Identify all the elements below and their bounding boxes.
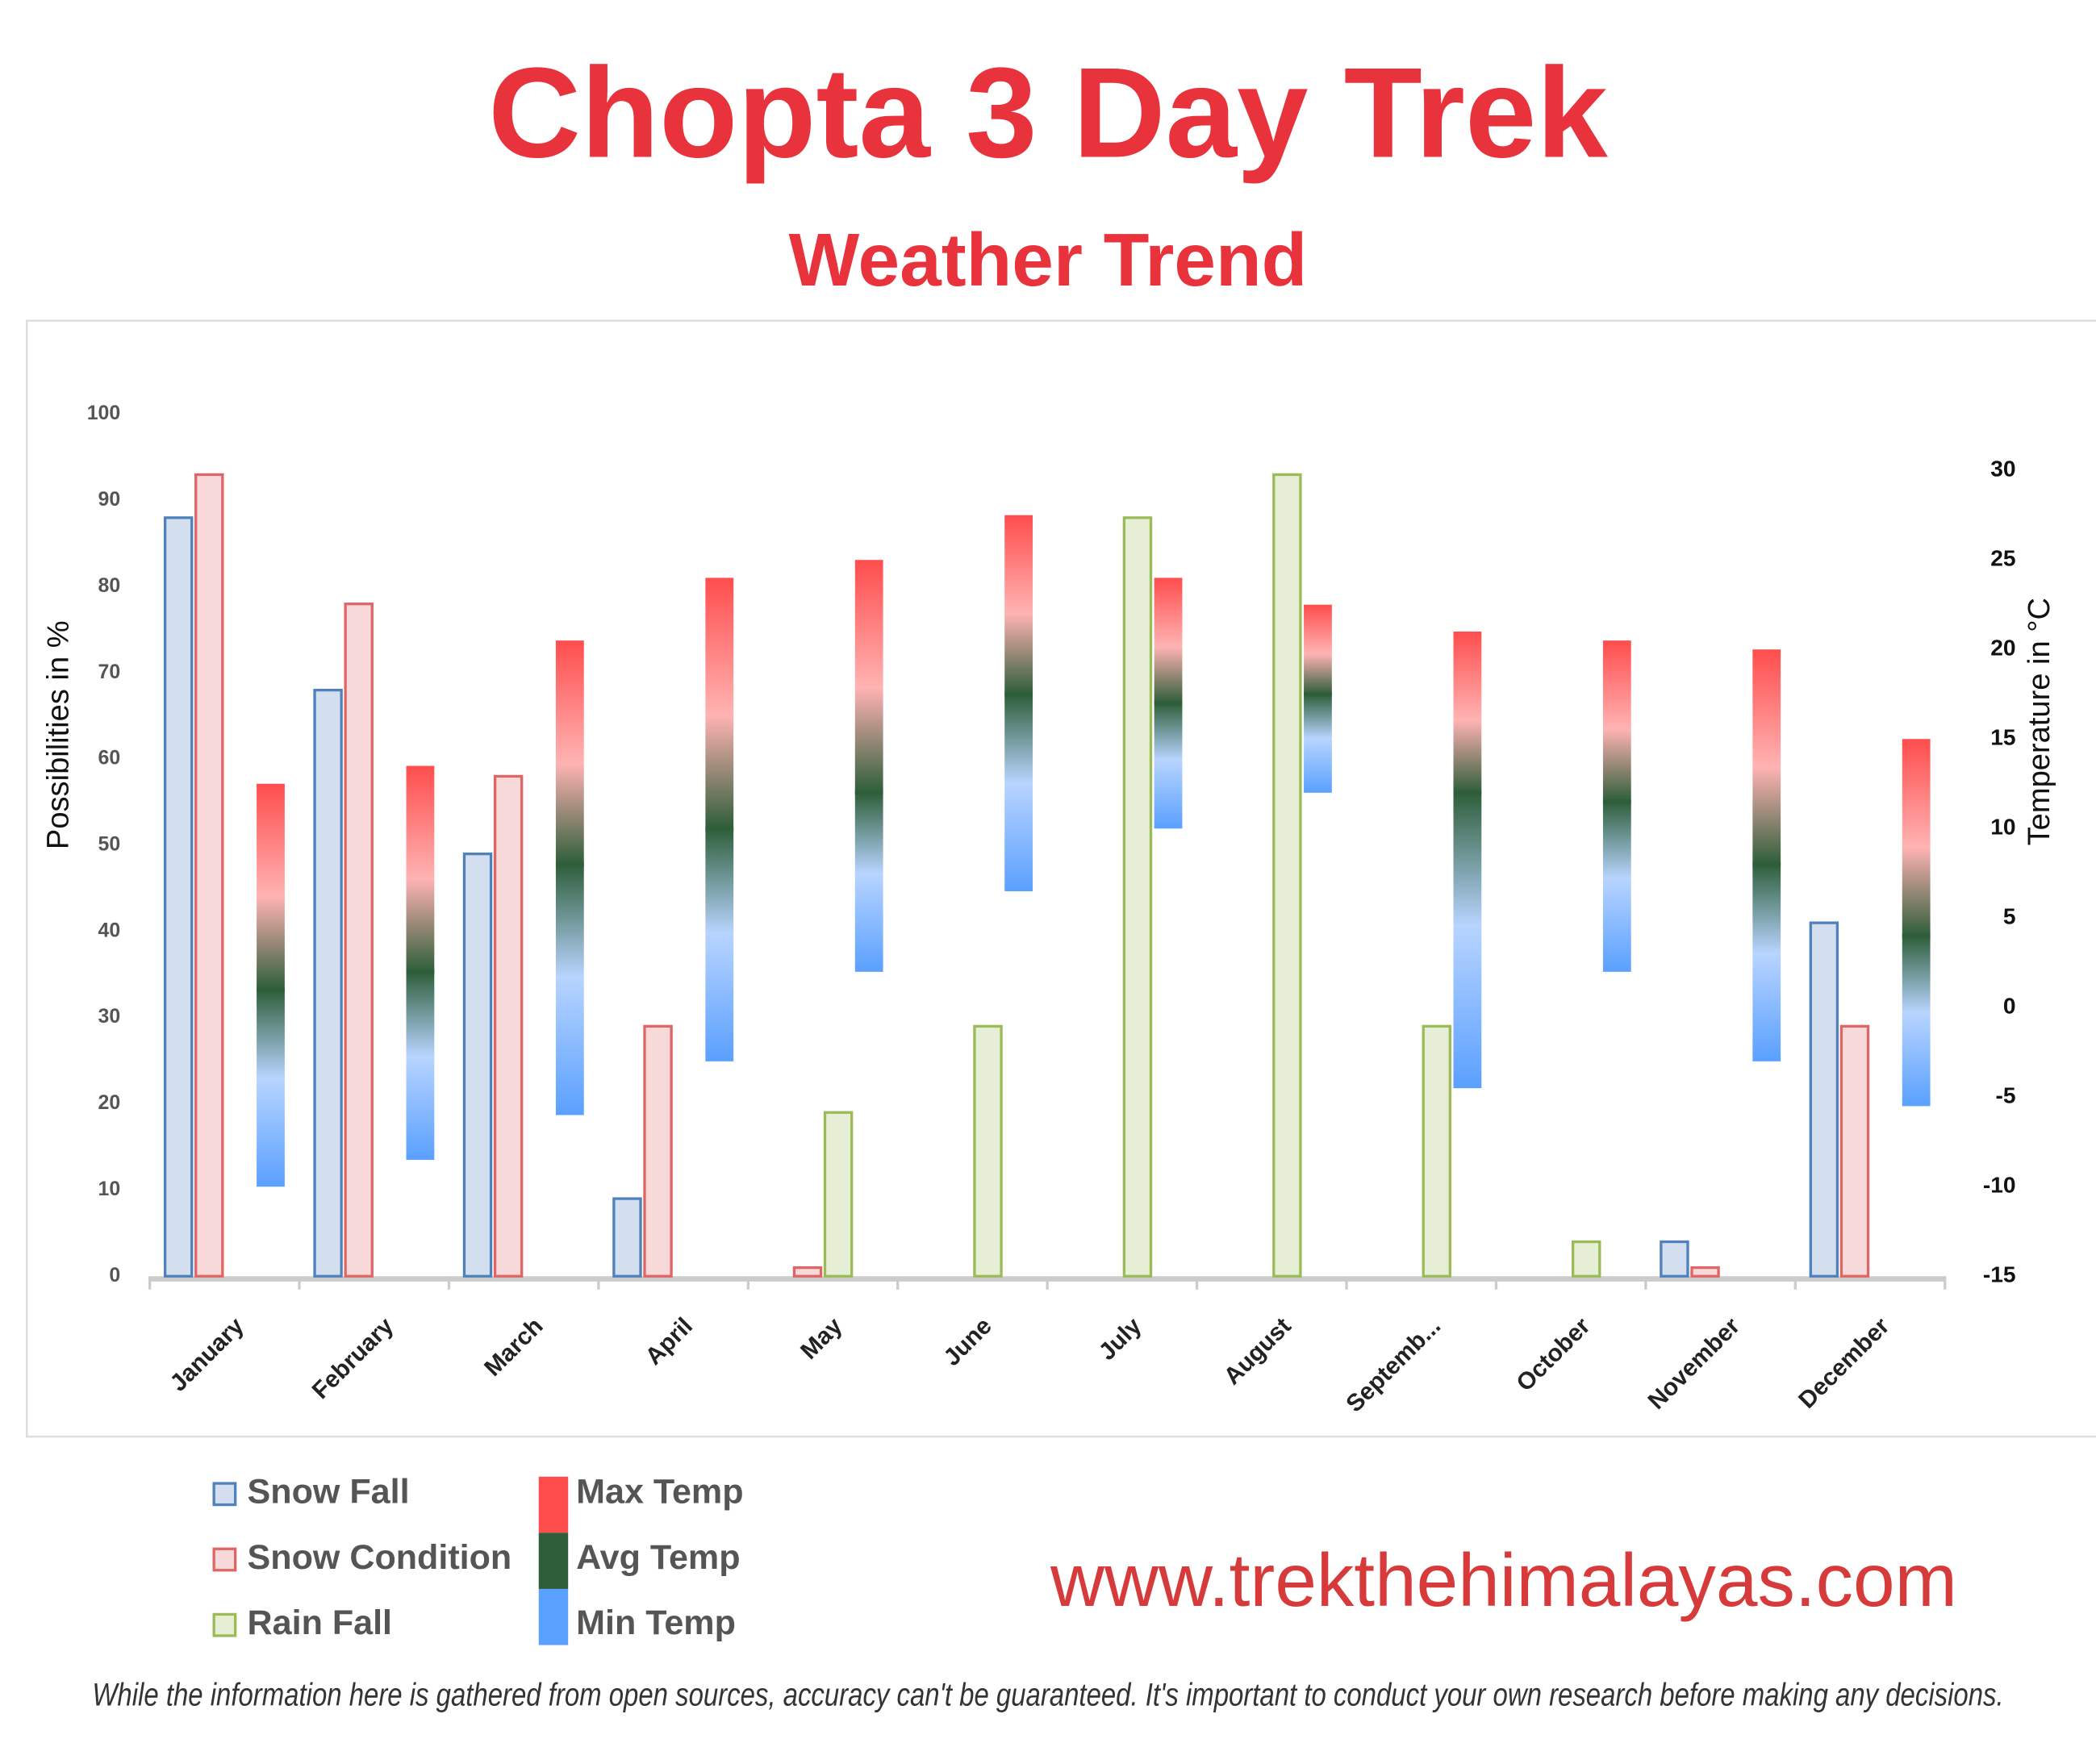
chart-title: Chopta 3 Day Trek: [488, 40, 1608, 184]
avg-temp: [1154, 701, 1183, 706]
bar: [462, 852, 493, 1278]
temp-range: [1453, 632, 1482, 1089]
legend-swatch: [212, 1482, 237, 1507]
x-tick-label: December: [1793, 1312, 1895, 1414]
temp-range: [705, 578, 734, 1061]
y-tick-label: 70: [98, 661, 121, 683]
bar: [1571, 1240, 1601, 1278]
temp-range: [257, 783, 285, 1187]
bar: [344, 603, 374, 1278]
bar: [313, 688, 343, 1278]
avg-temp: [257, 987, 285, 992]
temp-range: [1902, 739, 1931, 1107]
bar: [194, 473, 224, 1278]
temp-range: [555, 640, 584, 1116]
y-tick-label: 100: [87, 402, 120, 424]
y2-tick-label: 10: [1990, 815, 2015, 840]
y-tick-label: 40: [98, 920, 121, 941]
y-tick-label: 20: [98, 1092, 121, 1114]
y-tick-label: 60: [98, 748, 121, 769]
y-tick-label: 50: [98, 834, 121, 856]
website: www.trekthehimalayas.com: [1050, 1538, 1957, 1622]
avg-temp: [1004, 692, 1033, 697]
legend-label: Min Temp: [576, 1603, 736, 1642]
x-tick-label: June: [938, 1312, 997, 1371]
legend-label: Rain Fall: [248, 1603, 392, 1642]
temp-range: [1304, 604, 1332, 793]
bar: [1690, 1266, 1720, 1278]
temp-range: [1602, 640, 1631, 972]
avg-temp: [555, 862, 584, 867]
x-tick-label: January: [165, 1312, 249, 1396]
y-tick-label: 30: [98, 1006, 121, 1028]
y2-tick-label: 5: [2003, 904, 2016, 929]
bar: [1839, 1024, 1870, 1278]
x-tick-label: November: [1643, 1312, 1746, 1415]
avg-temp: [1453, 790, 1482, 795]
bar: [163, 516, 194, 1278]
temp-range: [854, 560, 883, 972]
y2-tick-label: 0: [2003, 994, 2016, 1019]
y-axis-label: Possibilities in %: [42, 620, 76, 849]
bar: [823, 1111, 854, 1278]
legend-swatch: [212, 1612, 237, 1637]
y-tick-label: 90: [98, 489, 121, 511]
legend-label: Snow Fall: [248, 1473, 410, 1512]
avg-temp: [406, 970, 435, 974]
avg-temp: [1602, 799, 1631, 804]
y2-tick-label: 15: [1990, 725, 2015, 750]
avg-temp: [1752, 862, 1781, 867]
x-tick-label: October: [1511, 1312, 1595, 1396]
x-tick-label: May: [795, 1312, 848, 1365]
legend-swatch: [212, 1547, 237, 1572]
legend-swatch: [538, 1476, 569, 1533]
avg-temp: [854, 790, 883, 795]
legend-label: Snow Condition: [248, 1538, 512, 1577]
temp-range: [406, 765, 435, 1160]
x-tick-label: April: [641, 1312, 698, 1370]
y-tick-label: 10: [98, 1178, 121, 1200]
bar: [612, 1197, 642, 1278]
y2-tick-label: -10: [1983, 1173, 2016, 1198]
x-tick-label: Septemb...: [1341, 1312, 1446, 1417]
bar: [493, 774, 524, 1278]
avg-temp: [705, 826, 734, 831]
plot-frame: [25, 319, 2096, 1438]
y2-tick-label: 20: [1990, 636, 2015, 661]
y2-tick-label: -5: [1995, 1083, 2015, 1108]
legend-swatch: [538, 1533, 569, 1589]
bar: [1272, 473, 1302, 1278]
x-tick-label: July: [1094, 1312, 1147, 1366]
y-tick-label: 80: [98, 575, 121, 597]
bar: [792, 1266, 823, 1278]
y2-tick-label: 30: [1990, 457, 2015, 482]
y2-axis-label: Temperature in °C: [2023, 598, 2056, 845]
temp-range: [1752, 649, 1781, 1061]
bar: [1809, 921, 1839, 1278]
x-tick-label: February: [307, 1312, 399, 1404]
bar: [1660, 1240, 1689, 1278]
y2-tick-label: 25: [1990, 546, 2015, 571]
avg-temp: [1304, 692, 1332, 697]
bar: [1122, 516, 1153, 1278]
bar: [1422, 1024, 1452, 1278]
y2-tick-label: -15: [1983, 1262, 2016, 1287]
legend-label: Max Temp: [576, 1473, 743, 1512]
x-tick-label: August: [1219, 1312, 1296, 1390]
x-tick-label: March: [479, 1312, 548, 1381]
bar: [973, 1024, 1003, 1278]
y-tick-label: 0: [109, 1265, 120, 1287]
chart-subtitle: Weather Trend: [789, 218, 1308, 302]
avg-temp: [1902, 933, 1931, 938]
legend-label: Avg Temp: [576, 1538, 740, 1577]
bar: [643, 1024, 673, 1278]
disclaimer: While the information here is gathered f…: [92, 1678, 2003, 1713]
legend-swatch: [538, 1588, 569, 1645]
temp-range: [1004, 515, 1033, 891]
